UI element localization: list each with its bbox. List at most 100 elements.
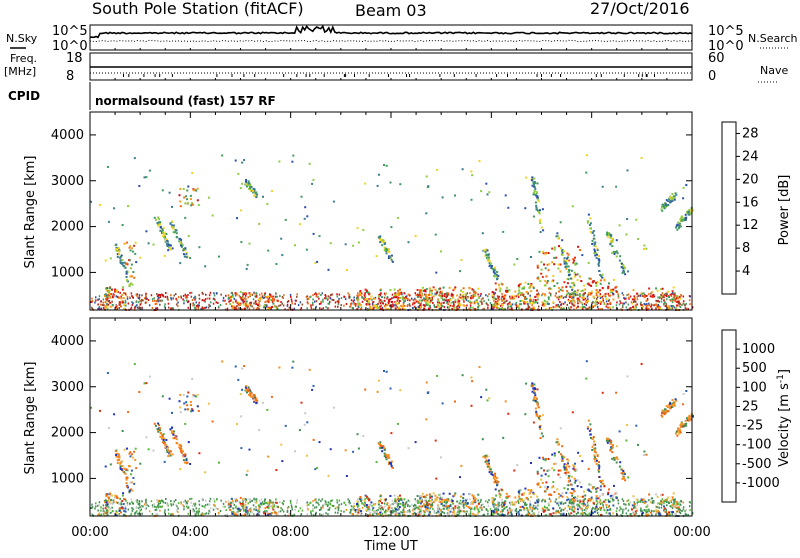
range-gate-cell (179, 188, 181, 190)
range-gate-cell (344, 296, 346, 298)
range-gate-cell (133, 297, 135, 299)
range-gate-cell (577, 289, 579, 291)
range-gate-cell (553, 491, 555, 493)
range-gate-cell (362, 507, 364, 509)
range-gate-cell (264, 294, 266, 296)
range-gate-cell (155, 509, 157, 511)
range-gate-cell (185, 253, 187, 255)
range-gate-cell (137, 499, 139, 501)
range-gate-cell (647, 305, 649, 307)
range-gate-cell (369, 308, 371, 310)
range-gate-cell (658, 513, 660, 515)
range-gate-cell (290, 502, 292, 504)
range-gate-cell (427, 504, 429, 506)
range-gate-cell (229, 509, 231, 511)
range-gate-cell (369, 298, 371, 300)
range-gate-cell (167, 298, 169, 300)
range-gate-cell (539, 280, 541, 282)
range-gate-cell (603, 295, 605, 297)
range-gate-cell (477, 500, 479, 502)
range-gate-cell (323, 307, 325, 309)
range-gate-cell (524, 207, 526, 209)
freq-nave-traces (90, 67, 692, 77)
range-gate-cell (640, 501, 642, 503)
range-gate-cell (619, 509, 621, 511)
range-gate-cell (518, 513, 520, 515)
range-gate-cell (160, 433, 162, 435)
range-gate-cell (171, 430, 173, 432)
range-gate-cell (167, 504, 169, 506)
range-gate-cell (402, 303, 404, 305)
range-gate-cell (539, 209, 541, 211)
range-gate-cell (183, 394, 185, 396)
range-gate-cell (602, 493, 604, 495)
range-gate-cell (463, 493, 465, 495)
range-gate-cell (159, 300, 161, 302)
range-gate-cell (121, 255, 123, 257)
range-gate-cell (345, 504, 347, 506)
range-gate-cell (387, 251, 389, 253)
y-tick-label: 4000 (51, 128, 84, 143)
range-gate-cell (537, 295, 539, 297)
range-gate-cell (302, 304, 304, 306)
range-gate-cell (407, 305, 409, 307)
range-gate-cell (152, 504, 154, 506)
range-gate-cell (423, 510, 425, 512)
range-gate-cell (318, 293, 320, 295)
range-gate-cell (320, 507, 322, 509)
range-gate-cell (523, 492, 525, 494)
range-gate-cell (423, 504, 425, 506)
range-gate-cell (509, 296, 511, 298)
range-gate-cell (476, 507, 478, 509)
range-gate-cell (506, 291, 508, 293)
range-gate-cell (189, 463, 191, 465)
range-gate-cell (153, 297, 155, 299)
range-gate-cell (108, 291, 110, 293)
range-gate-cell (356, 503, 358, 505)
range-gate-cell (518, 305, 520, 307)
range-gate-cell (403, 292, 405, 294)
range-gate-cell (337, 301, 339, 303)
range-gate-cell (565, 286, 567, 288)
range-gate-cell (593, 502, 595, 504)
range-gate-cell (548, 263, 550, 265)
range-gate-cell (585, 298, 587, 300)
range-gate-cell (636, 293, 638, 295)
range-gate-cell (140, 304, 142, 306)
range-gate-cell (433, 492, 435, 494)
range-gate-cell (248, 182, 250, 184)
range-gate-cell (345, 243, 347, 245)
range-gate-cell (558, 504, 560, 506)
range-gate-cell (463, 504, 465, 506)
range-gate-cell (594, 250, 596, 252)
range-gate-cell (292, 508, 294, 510)
range-gate-cell (134, 307, 136, 309)
range-gate-cell (224, 300, 226, 302)
range-gate-cell (186, 296, 188, 298)
range-gate-cell (417, 296, 419, 298)
range-gate-cell (213, 509, 215, 511)
range-gate-cell (568, 466, 570, 468)
range-gate-cell (209, 298, 211, 300)
range-gate-cell (608, 501, 610, 503)
range-gate-cell (512, 509, 514, 511)
range-gate-cell (106, 303, 108, 305)
range-gate-cell (209, 504, 211, 506)
range-gate-cell (425, 300, 427, 302)
range-gate-cell (353, 503, 355, 505)
range-gate-cell (481, 298, 483, 300)
range-gate-cell (124, 449, 126, 451)
range-gate-cell (546, 301, 548, 303)
range-gate-cell (148, 299, 150, 301)
range-gate-cell (409, 505, 411, 507)
range-gate-cell (425, 302, 427, 304)
range-gate-cell (364, 292, 366, 294)
range-gate-cell (488, 191, 490, 193)
range-gate-cell (98, 504, 100, 506)
range-gate-cell (373, 305, 375, 307)
range-gate-cell (312, 304, 314, 306)
range-gate-cell (583, 491, 585, 493)
range-gate-cell (538, 306, 540, 308)
range-gate-cell (520, 303, 522, 305)
range-gate-cell (543, 264, 545, 266)
